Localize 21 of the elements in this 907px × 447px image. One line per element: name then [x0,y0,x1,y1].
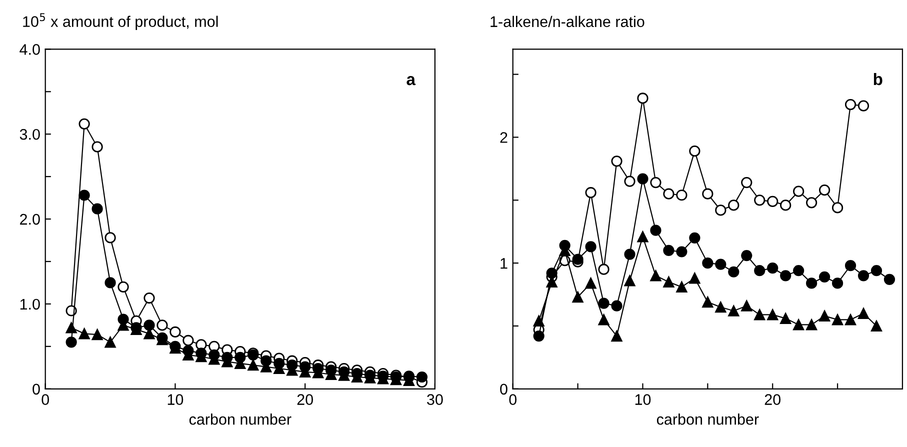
x-tick-label: 0 [42,394,49,405]
x-tick-label: 20 [297,394,313,405]
x-tick-label: 20 [764,394,780,405]
y-tick-label: 0 [32,384,40,395]
chart-title: 10$^{5}$ x amount of product, mol [23,13,218,30]
x-axis-title: carbon number [189,414,292,425]
annotation: b [874,72,882,86]
x-tick-label: 10 [635,394,651,405]
x-tick-label: 10 [168,394,184,405]
y-tick-label: 3.0 [20,128,40,140]
y-tick-label: 1 [500,258,508,269]
chart-title: 1-alkene/n-alkane ratio [490,16,644,28]
y-tick-label: 2.0 [20,214,40,225]
y-tick-label: 1.0 [20,298,40,310]
x-axis-title: carbon number [656,414,759,425]
y-tick-label: 4.0 [20,44,40,55]
x-tick-label: 0 [509,394,517,405]
y-tick-label: 2 [500,132,508,143]
y-tick-label: 0 [500,384,508,395]
x-tick-label: 30 [427,394,443,405]
annotation: a [406,76,416,86]
